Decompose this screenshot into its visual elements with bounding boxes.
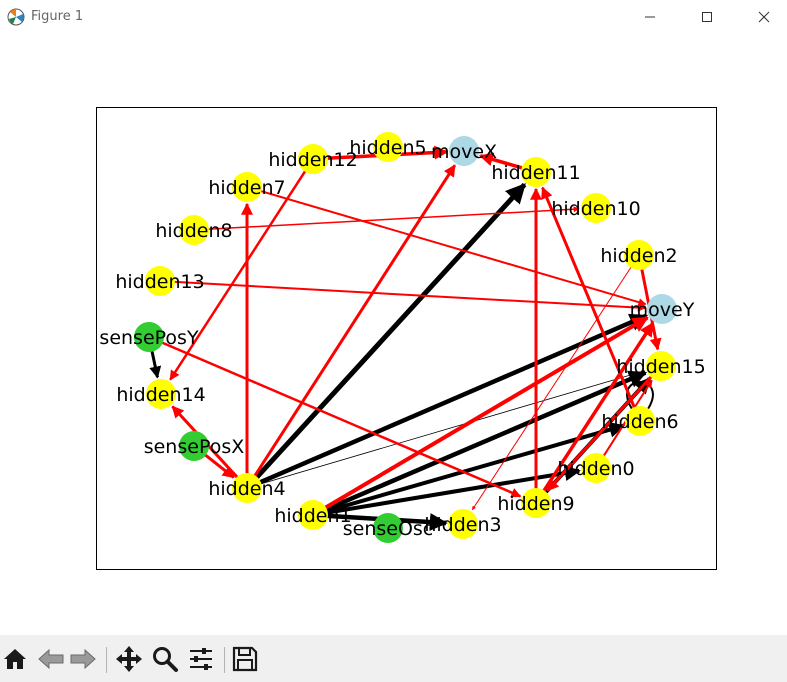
title-bar: Figure 1 — [0, 0, 787, 34]
node-label-hidden0: hidden0 — [557, 458, 634, 480]
window-title: Figure 1 — [31, 9, 84, 24]
edge-hidden4-to-hidden15 — [252, 370, 646, 487]
nodes-layer — [134, 132, 677, 543]
magnifier-icon — [153, 647, 178, 672]
node-hidden6 — [625, 406, 655, 436]
node-hidden4 — [232, 473, 262, 503]
pan-button[interactable] — [114, 644, 144, 674]
node-hidden8 — [179, 215, 209, 245]
matplotlib-logo-icon — [7, 8, 25, 26]
node-label-hidden4: hidden4 — [208, 478, 285, 500]
configure-subplots-button[interactable] — [186, 644, 216, 674]
maximize-icon — [702, 12, 712, 22]
node-label-sensePosY: sensePosY — [99, 327, 199, 349]
edge-hidden1-to-hidden6 — [318, 421, 626, 516]
edge-hidden7-to-moveY — [252, 187, 647, 307]
node-hidden3 — [448, 509, 478, 539]
node-hidden0 — [581, 453, 611, 483]
figure-canvas[interactable]: hidden5 moveX hidden12 hidden11 hidden7 hidde… — [0, 34, 787, 635]
node-hidden10 — [581, 193, 611, 223]
close-icon — [758, 11, 770, 23]
edge-hidden1-to-hidden15 — [317, 370, 648, 515]
edge-hidden6-to-hidden11 — [541, 186, 640, 417]
node-hidden12 — [298, 144, 328, 174]
node-label-hidden7: hidden7 — [208, 177, 285, 199]
node-hidden11 — [521, 157, 551, 187]
toolbar-separator — [224, 647, 225, 673]
node-label-hidden15: hidden15 — [616, 356, 705, 378]
edge-sensePosY-to-hidden9 — [154, 338, 522, 498]
node-label-hidden11: hidden11 — [491, 162, 580, 184]
node-hidden15 — [646, 351, 676, 381]
node-hidden5 — [373, 132, 403, 162]
edge-hidden15-to-hidden9 — [546, 369, 659, 492]
close-button[interactable] — [741, 0, 787, 34]
home-icon — [4, 649, 26, 669]
node-label-hidden2: hidden2 — [600, 245, 677, 267]
node-label-hidden12: hidden12 — [268, 149, 357, 171]
floppy-disk-icon — [232, 646, 258, 672]
node-label-moveY: moveY — [630, 299, 695, 321]
node-label-hidden8: hidden8 — [155, 220, 232, 242]
node-hidden1 — [298, 500, 328, 530]
edge-hidden2-to-hidden3 — [471, 259, 637, 511]
minimize-icon — [645, 16, 655, 18]
node-label-hidden6: hidden6 — [601, 411, 678, 433]
node-label-moveX: moveX — [431, 141, 497, 163]
edge-hidden4-to-hidden11 — [249, 182, 527, 486]
labels-layer: hidden5 moveX hidden12 hidden11 hidden7 hidde… — [99, 137, 705, 540]
node-label-senseOsc: senseOsc — [343, 518, 434, 540]
edge-hidden9-to-moveY — [537, 322, 655, 499]
node-hidden14 — [146, 379, 176, 409]
edge-hidden1-to-moveY — [317, 315, 649, 514]
node-label-hidden3: hidden3 — [424, 514, 501, 536]
minimize-button[interactable] — [627, 0, 673, 34]
zoom-button[interactable] — [150, 644, 180, 674]
sliders-icon — [190, 648, 212, 670]
node-label-hidden13: hidden13 — [115, 271, 204, 293]
forward-arrow-icon — [70, 648, 96, 670]
save-button[interactable] — [230, 644, 260, 674]
node-hidden7 — [232, 172, 262, 202]
edge-hidden13-to-moveY — [165, 280, 646, 312]
node-hidden9 — [521, 488, 551, 518]
navigation-toolbar — [0, 635, 787, 682]
node-sensePosX — [179, 431, 209, 461]
node-senseOsc — [373, 513, 403, 543]
node-label-hidden9: hidden9 — [497, 493, 574, 515]
toolbar-separator — [106, 647, 107, 673]
node-label-hidden10: hidden10 — [551, 198, 640, 220]
node-moveY — [647, 294, 677, 324]
move-icon — [116, 646, 142, 672]
node-sensePosY — [134, 322, 164, 352]
node-label-hidden14: hidden14 — [116, 384, 205, 406]
node-moveX — [449, 136, 479, 166]
edge-hidden12-to-hidden14 — [169, 163, 311, 381]
node-hidden2 — [624, 240, 654, 270]
home-button[interactable] — [0, 644, 30, 674]
node-hidden13 — [145, 266, 175, 296]
network-graph: hidden5 moveX hidden12 hidden11 hidden7 hidde… — [96, 107, 717, 570]
edge-hidden6-self-loop — [626, 381, 654, 410]
node-label-sensePosX: sensePosX — [144, 436, 245, 458]
edge-hidden8-to-hidden10 — [199, 206, 580, 231]
maximize-button[interactable] — [684, 0, 730, 34]
back-arrow-icon — [38, 648, 64, 670]
node-label-hidden5: hidden5 — [349, 137, 426, 159]
node-label-hidden1: hidden1 — [274, 505, 351, 527]
back-button[interactable] — [36, 644, 66, 674]
forward-button[interactable] — [68, 644, 98, 674]
